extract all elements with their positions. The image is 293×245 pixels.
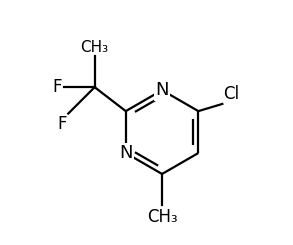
Text: N: N [155,81,169,99]
Text: CH₃: CH₃ [147,208,177,225]
Text: F: F [53,78,62,96]
Text: N: N [119,144,132,162]
Text: CH₃: CH₃ [81,40,109,55]
Text: F: F [58,115,67,133]
Text: Cl: Cl [224,85,240,103]
